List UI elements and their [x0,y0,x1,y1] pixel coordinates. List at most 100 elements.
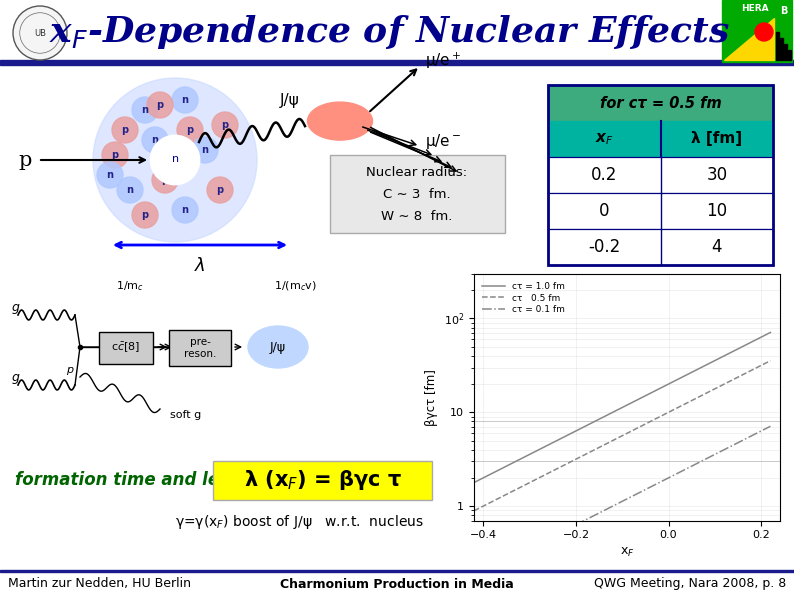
Text: μ/e$^-$: μ/e$^-$ [425,131,461,151]
Bar [548,193,773,229]
Circle shape [117,177,143,203]
Circle shape [132,202,158,228]
Polygon shape [724,18,774,60]
Text: soft g: soft g [170,410,201,420]
cτ = 0.1 fm [612,500,622,508]
Circle shape [112,117,138,143]
Bar [548,85,773,265]
Text: 0.2: 0.2 [591,166,618,184]
Text: 0: 0 [599,202,610,220]
Text: p: p [217,185,224,195]
Circle shape [132,97,158,123]
Text: B: B [781,6,788,16]
FancyBboxPatch shape [213,461,432,499]
cτ = 0.1 fm [610,502,619,509]
Y-axis label: βγcτ [fm]: βγcτ [fm] [426,369,438,425]
Text: HERA: HERA [741,4,769,13]
Text: J/ψ: J/ψ [270,340,286,353]
Text: p: p [156,100,164,110]
Text: -0.2: -0.2 [588,238,620,256]
Text: J/ψ: J/ψ [280,93,300,108]
Circle shape [212,112,238,138]
Text: 30: 30 [706,166,727,184]
Text: g: g [12,300,20,314]
Bar [0,571,794,595]
Ellipse shape [307,102,372,140]
cτ = 1.0 fm [469,479,479,486]
Bar [548,229,773,265]
Text: c$\bar{c}$[8]: c$\bar{c}$[8] [111,341,141,355]
cτ = 0.1 fm [765,422,775,430]
Bar [784,44,787,60]
Line: cτ = 0.1 fm: cτ = 0.1 fm [474,426,770,577]
Text: 4: 4 [711,238,722,256]
Bar [788,50,791,60]
Circle shape [147,92,173,118]
cτ = 1.0 fm [712,356,722,363]
cτ = 0.1 fm [630,491,639,499]
cτ = 0.1 fm [712,450,722,457]
cτ   0.5 fm [646,418,655,425]
Text: p: p [67,365,74,375]
Circle shape [207,177,233,203]
Ellipse shape [248,326,308,368]
Bar [0,60,794,65]
Line: cτ = 1.0 fm: cτ = 1.0 fm [474,333,770,483]
Text: p: p [222,120,229,130]
Text: g: g [12,371,20,384]
Text: n: n [182,205,188,215]
Text: UB: UB [34,29,46,37]
cτ = 1.0 fm [758,333,768,340]
cτ   0.5 fm [610,436,619,443]
cτ = 1.0 fm [610,408,619,415]
Bar [548,121,773,157]
Circle shape [142,127,168,153]
Bar [0,570,794,572]
cτ = 1.0 fm [646,390,655,397]
Text: λ [fm]: λ [fm] [692,131,742,146]
Legend: cτ = 1.0 fm, cτ   0.5 fm, cτ = 0.1 fm: cτ = 1.0 fm, cτ 0.5 fm, cτ = 0.1 fm [479,278,569,318]
Bar [330,155,505,233]
cτ   0.5 fm [469,507,479,514]
Circle shape [177,117,203,143]
Text: p: p [121,125,129,135]
Text: Charmonium Production in Media: Charmonium Production in Media [280,578,514,590]
Text: p: p [187,125,194,135]
Text: λ: λ [195,257,206,275]
FancyBboxPatch shape [99,332,153,364]
Text: Nuclear radius:
C ∼ 3  fm.
W ∼ 8  fm.: Nuclear radius: C ∼ 3 fm. W ∼ 8 fm. [367,165,468,223]
cτ   0.5 fm [765,357,775,364]
Text: n: n [182,95,188,105]
Bar [776,32,779,60]
Text: n: n [141,105,148,115]
Text: μ/e$^+$: μ/e$^+$ [425,51,461,71]
cτ = 0.1 fm [646,484,655,491]
Circle shape [172,87,198,113]
Text: n: n [172,154,179,164]
Text: n: n [152,135,159,145]
X-axis label: x$_F$: x$_F$ [619,546,634,559]
Bar [780,38,783,60]
cτ = 0.1 fm [469,573,479,580]
Text: p: p [111,150,118,160]
Circle shape [755,23,773,41]
Text: 10: 10 [706,202,727,220]
Text: n: n [202,145,209,155]
Circle shape [172,197,198,223]
Text: n: n [106,170,114,180]
Circle shape [192,137,218,163]
cτ = 1.0 fm [612,407,622,414]
Line: cτ   0.5 fm: cτ 0.5 fm [474,361,770,511]
Text: QWG Meeting, Nara 2008, p. 8: QWG Meeting, Nara 2008, p. 8 [594,578,786,590]
Text: n: n [126,185,133,195]
Circle shape [152,167,178,193]
Text: for cτ = 0.5 fm: for cτ = 0.5 fm [599,96,722,111]
Text: formation time and length:: formation time and length: [15,471,269,489]
Bar [548,85,773,121]
cτ   0.5 fm [612,435,622,442]
Text: 1/m$_c$: 1/m$_c$ [116,279,144,293]
cτ   0.5 fm [712,384,722,392]
Text: γ=γ(x$_F$) boost of J/ψ   w.r.t.  nucleus: γ=γ(x$_F$) boost of J/ψ w.r.t. nucleus [175,513,424,531]
Circle shape [13,6,67,60]
Text: x$_F$-Dependence of Nuclear Effects: x$_F$-Dependence of Nuclear Effects [49,13,730,51]
